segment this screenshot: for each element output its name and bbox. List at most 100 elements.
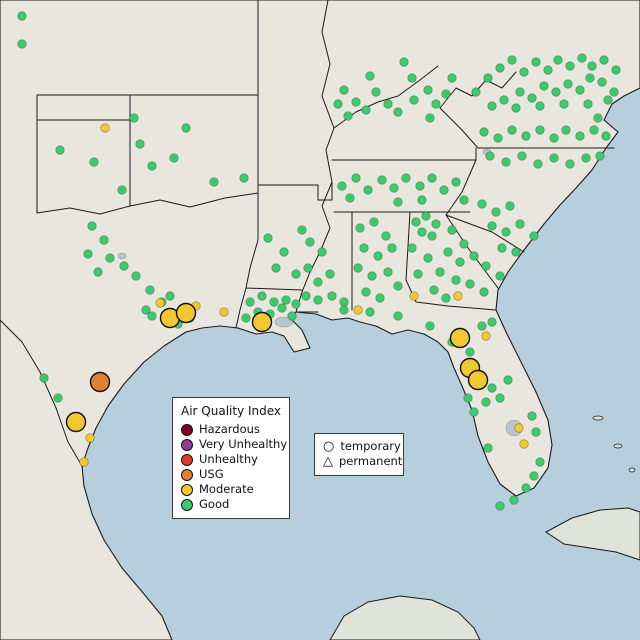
station-dot-good <box>477 199 487 209</box>
station-dot-good <box>313 277 323 287</box>
station-dot-good <box>393 311 403 321</box>
station-dot-good <box>439 185 449 195</box>
station-dot-good <box>383 99 393 109</box>
station-dot-good <box>587 61 597 71</box>
station-dot-good <box>577 53 587 63</box>
station-dot-good <box>129 113 139 123</box>
station-dot-good <box>417 195 427 205</box>
station-dot-good <box>465 279 475 289</box>
station-dot-good <box>603 95 613 105</box>
station-dot-good <box>83 249 93 259</box>
station-dot-good <box>535 101 545 111</box>
station-dot-good <box>497 243 507 253</box>
cuba-island <box>545 507 640 561</box>
aqi-legend-title: Air Quality Index <box>181 404 282 418</box>
station-dot-good <box>365 307 375 317</box>
islet <box>592 415 604 421</box>
station-dot-good <box>425 113 435 123</box>
station-dot-good <box>415 181 425 191</box>
circle-symbol-icon: ○ <box>323 439 335 454</box>
symbol-legend-items: ○ temporary △ permanent <box>323 439 402 469</box>
station-dot-good <box>381 231 391 241</box>
station-dot-good <box>363 185 373 195</box>
station-dot-good <box>241 313 251 323</box>
aqi-legend-item-good: Good <box>181 497 281 512</box>
station-dot-good <box>463 393 473 403</box>
station-dot-good <box>515 219 525 229</box>
station-dot-moderate_small <box>353 305 363 315</box>
station-dot-good <box>515 87 525 97</box>
station-dot-good <box>495 63 505 73</box>
symbol-legend: ○ temporary △ permanent <box>314 433 404 476</box>
lake <box>117 252 127 260</box>
station-dot-good <box>527 411 537 421</box>
stations-moderate-large-layer <box>65 302 489 433</box>
station-dot-good <box>565 61 575 71</box>
aqi-legend: Air Quality Index Hazardous Very Unhealth… <box>172 397 290 519</box>
station-dot-good <box>495 393 505 403</box>
station-dot-good <box>287 311 297 321</box>
station-dot-good <box>401 173 411 183</box>
state-borders <box>0 0 615 467</box>
legend-swatch-hazardous <box>181 423 193 436</box>
station-dot-good <box>535 125 545 135</box>
station-dot-good <box>597 77 607 87</box>
station-dot-good <box>581 153 591 163</box>
aqi-legend-items: Hazardous Very Unhealthy Unhealthy USG Moder… <box>181 422 287 512</box>
station-dot-good <box>563 79 573 89</box>
station-dot-good <box>511 103 521 113</box>
station-dot-good <box>413 269 423 279</box>
station-dot-moderate_small <box>85 433 95 443</box>
station-dot-good <box>407 243 417 253</box>
station-dot-good <box>117 185 127 195</box>
station-dot-good <box>407 73 417 83</box>
station-dot-good <box>481 397 491 407</box>
station-dot-good <box>367 271 377 281</box>
station-dot-good <box>533 159 543 169</box>
station-dot-good <box>145 285 155 295</box>
station-dot-good <box>389 183 399 193</box>
station-dot-moderate_large <box>175 302 197 324</box>
station-dot-good <box>485 151 495 161</box>
station-dot-good <box>531 427 541 437</box>
station-dot-good <box>495 271 505 281</box>
station-dot-good <box>339 85 349 95</box>
station-dot-good <box>17 39 27 49</box>
symbol-label-temporary: temporary <box>340 438 401 453</box>
station-dot-good <box>135 139 145 149</box>
station-dot-good <box>481 261 491 271</box>
station-dot-good <box>483 443 493 453</box>
station-dot-good <box>611 65 621 75</box>
station-dot-good <box>313 295 323 305</box>
station-dot-good <box>369 217 379 227</box>
station-dot-good <box>495 501 505 511</box>
station-dot-good <box>505 201 515 211</box>
station-dot-good <box>447 225 457 235</box>
symbol-legend-item-permanent: △ permanent <box>323 454 402 469</box>
station-dot-good <box>169 153 179 163</box>
station-dot-moderate_small <box>79 457 89 467</box>
station-dot-good <box>245 297 255 307</box>
station-dot-good <box>509 495 519 505</box>
station-dot-good <box>425 321 435 331</box>
station-dot-good <box>431 99 441 109</box>
station-dot-good <box>383 267 393 277</box>
station-dot-good <box>291 269 301 279</box>
station-dot-good <box>337 181 347 191</box>
station-dot-good <box>375 293 385 303</box>
station-dot-good <box>263 233 273 243</box>
station-dot-moderate_small <box>219 307 229 317</box>
station-dot-good <box>441 293 451 303</box>
legend-label-usg: USG <box>199 466 224 481</box>
station-dot-good <box>399 57 409 67</box>
yucatan-peninsula <box>329 595 481 640</box>
station-dot-good <box>423 253 433 263</box>
station-dot-usg_large <box>89 371 111 393</box>
station-dot-good <box>459 239 469 249</box>
legend-label-very-unhealthy: Very Unhealthy <box>199 436 288 451</box>
station-dot-good <box>325 269 335 279</box>
station-dot-good <box>487 317 497 327</box>
station-dot-good <box>393 281 403 291</box>
station-dot-good <box>493 133 503 143</box>
